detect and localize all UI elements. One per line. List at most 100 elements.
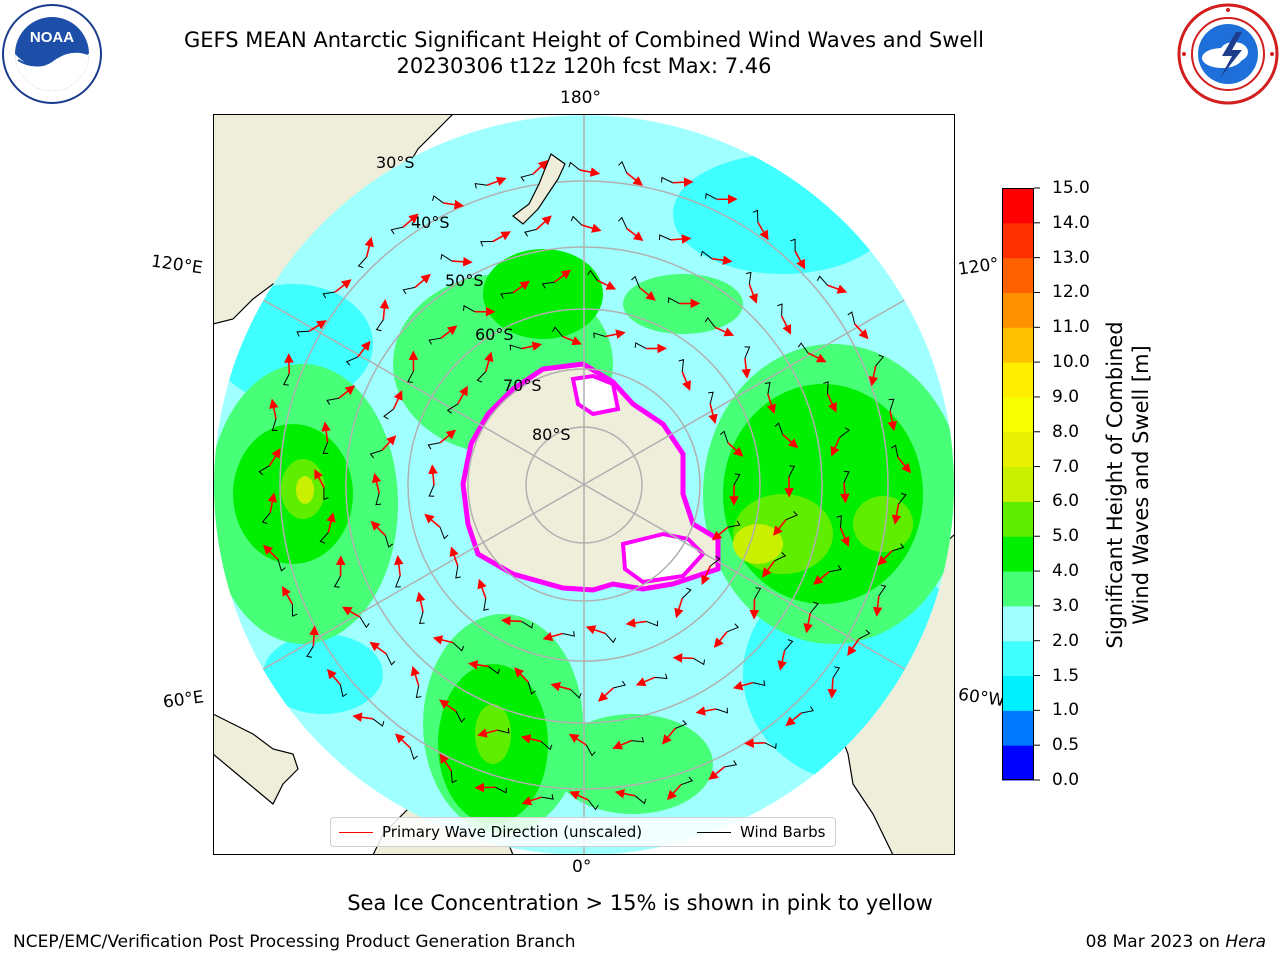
wind-barb — [719, 430, 729, 443]
wind-barb — [428, 484, 435, 497]
noaa-logo-text: NOAA — [30, 29, 74, 46]
wind-barb — [587, 799, 599, 811]
wave-arrow — [334, 279, 352, 293]
wind-barb — [585, 744, 596, 757]
wind-barb — [674, 720, 688, 729]
wind-barb — [261, 512, 271, 525]
wave-arrow — [773, 519, 787, 536]
legend: Primary Wave Direction (unscaled) Wind B… — [330, 817, 836, 847]
lat-label-70: 70°S — [503, 376, 542, 395]
wind-barb — [520, 173, 533, 182]
chart-title: GEFS MEAN Antarctic Significant Height o… — [183, 28, 985, 52]
wave-arrow — [415, 591, 426, 613]
wave-arrow — [579, 167, 601, 177]
wind-barb — [323, 487, 329, 501]
wave-arrow — [554, 269, 572, 283]
wave-arrow — [414, 273, 431, 288]
wind-barb — [790, 238, 796, 252]
colorbar-bin — [1002, 292, 1034, 328]
lon-label-lower-right: 60°W — [956, 684, 1007, 712]
wave-arrow — [839, 527, 850, 547]
colorbar-bin — [1002, 362, 1034, 398]
wind-barb — [372, 718, 385, 727]
wave-arrow — [352, 712, 374, 722]
wind-barb — [858, 629, 871, 640]
colorbar-tick-label: 15.0 — [1052, 178, 1090, 198]
wind-barb — [440, 253, 453, 262]
wind-barb — [476, 371, 487, 383]
wind-barb — [402, 286, 416, 295]
wind-barb — [521, 621, 534, 629]
wave-arrow — [711, 526, 729, 541]
colorbar-bin — [1002, 501, 1034, 537]
wave-arrow — [262, 544, 279, 560]
wind-barb — [357, 256, 367, 269]
colorbar-tick-label: 12.0 — [1052, 282, 1090, 303]
wave-arrow — [840, 482, 850, 504]
wave-arrow — [639, 287, 656, 301]
lon-label-bottom: 0° — [572, 857, 592, 877]
wind-barb — [678, 359, 685, 372]
wind-barb — [541, 794, 554, 800]
wave-arrow — [569, 791, 589, 801]
wind-barb — [618, 160, 628, 174]
wind-barb — [733, 473, 741, 486]
wave-arrow — [827, 284, 848, 294]
colorbar-bin — [1002, 222, 1034, 259]
wind-barb — [587, 269, 598, 281]
wind-barb — [552, 326, 564, 337]
wind-barb — [836, 515, 842, 528]
lon-label-upper-left: 120°E — [149, 251, 204, 279]
wind-barb — [524, 228, 537, 237]
wave-arrow — [562, 335, 582, 346]
colorbar-bin — [1002, 257, 1034, 293]
wind-barb — [291, 604, 298, 617]
footer-system: Hera — [1225, 932, 1266, 952]
wave-arrow — [451, 256, 473, 267]
wave-arrow — [672, 177, 694, 187]
wind-barb — [375, 319, 384, 332]
graticule — [214, 115, 954, 855]
wind-barb — [455, 566, 461, 579]
wave-arrow — [381, 435, 397, 451]
wave-arrow — [887, 410, 897, 432]
colorbar-tick-label: 2.0 — [1052, 630, 1080, 651]
colorbar-bin — [1002, 431, 1034, 468]
wind-barb — [705, 192, 718, 200]
wind-barb — [258, 465, 270, 476]
wave-arrow — [847, 638, 860, 657]
wave-arrow — [711, 255, 733, 266]
wave-arrow — [520, 734, 542, 744]
wave-arrow — [670, 234, 692, 244]
wave-arrow — [267, 492, 278, 513]
wave-arrow — [443, 199, 465, 210]
wave-arrow — [484, 351, 494, 372]
wind-barb — [418, 611, 425, 625]
wind-barb — [540, 741, 553, 751]
wind-barb — [333, 575, 341, 588]
wave-arrow — [379, 298, 390, 320]
colorbar-tick-label: 3.0 — [1052, 595, 1080, 616]
wind-barb — [271, 418, 278, 432]
colorbar-tick-label: 5.0 — [1052, 526, 1080, 547]
wind-barb — [823, 381, 829, 394]
colorbar-bin — [1002, 327, 1034, 363]
wind-barb — [339, 684, 348, 698]
wave-arrow — [826, 393, 837, 413]
wave-arrow — [281, 586, 294, 605]
wave-arrow — [342, 606, 361, 618]
nws-logo — [1177, 3, 1279, 105]
legend-wave-label: Primary Wave Direction (unscaled) — [382, 823, 643, 841]
wind-barb — [322, 291, 336, 299]
colorbar-bin — [1002, 571, 1034, 607]
wave-arrow — [492, 231, 511, 243]
wave-arrow — [394, 555, 404, 576]
wave-arrow — [713, 631, 728, 648]
wave-arrow — [612, 739, 632, 750]
wind-barb — [704, 316, 716, 328]
wind-barb — [754, 587, 762, 600]
wave-arrow — [449, 546, 459, 567]
wave-arrow — [477, 578, 487, 599]
wave-arrow — [440, 325, 458, 339]
wave-arrow — [338, 385, 356, 399]
